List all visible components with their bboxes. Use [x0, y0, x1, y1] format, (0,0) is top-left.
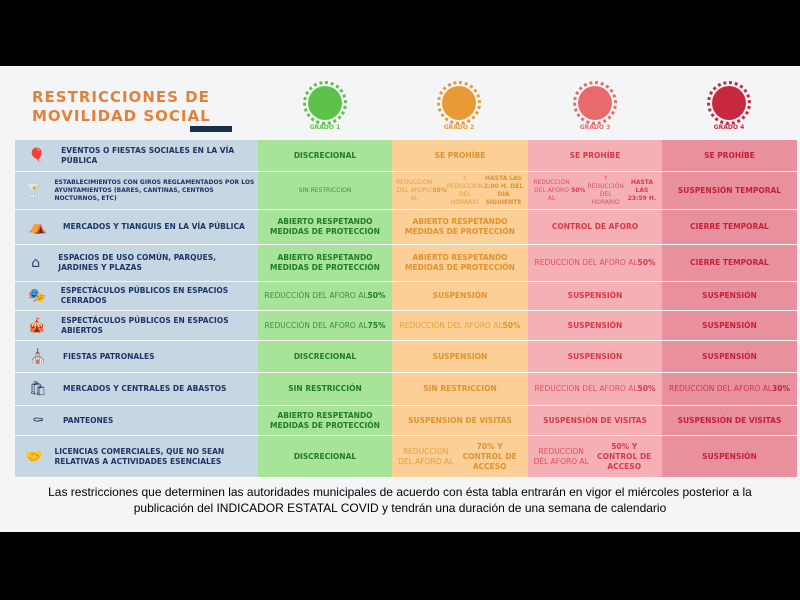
market-icon: ⛺: [29, 219, 47, 235]
cell-grado-4: SUSPENSIÓN TEMPORAL: [662, 172, 797, 209]
title-underline: [190, 126, 232, 132]
virus-icon: [573, 81, 617, 125]
virus-icon: [437, 81, 481, 125]
cell-grado-2: REDUCCIÓN DEL AFORO AL 50% Y REDUCCIÓN D…: [392, 172, 528, 209]
row-label: 🎈 EVENTOS O FIESTAS SOCIALES EN LA VÍA PÚ…: [15, 140, 258, 171]
cell-grado-3: SUSPENSIÓN: [528, 341, 662, 372]
table-row: ⌂ ESPACIOS DE USO COMÚN, PARQUES, JARDINE…: [15, 245, 797, 282]
table-row: ⚰ PANTEONES ABIERTO RESPETANDO MEDIDAS DE …: [15, 406, 797, 436]
cell-grado-3: CONTROL DE AFORO: [528, 210, 662, 244]
cell-grado-4: SUSPENSIÓN: [662, 436, 797, 477]
cell-grado-2: SIN RESTRICCIÓN: [392, 373, 528, 405]
grade-header-1: GRADO 1: [258, 81, 392, 131]
virus-icon: [707, 81, 751, 125]
grade-header-4: GRADO 4: [662, 81, 796, 131]
table-row: ⛪ FIESTAS PATRONALES DISCRECIONAL SUSPENSIÓ…: [15, 341, 797, 373]
cell-grado-1: DISCRECIONAL: [258, 140, 392, 171]
shopping-bag-icon: 🛍: [29, 381, 47, 397]
cell-grado-4: CIERRE TEMPORAL: [662, 245, 797, 281]
table-row: 🎪 ESPECTÁCULOS PÚBLICOS EN ESPACIOS ABIER…: [15, 311, 797, 341]
cell-grado-3: REDUCCIÓN DEL AFORO AL 50% Y CONTROL DE …: [528, 436, 662, 477]
row-label: 🤝 LICENCIAS COMERCIALES, QUE NO SEAN RELA…: [15, 436, 258, 477]
row-label: ⛪ FIESTAS PATRONALES: [15, 341, 258, 372]
row-label: 🛍 MERCADOS Y CENTRALES DE ABASTOS: [15, 373, 258, 405]
cell-grado-3: SUSPENSIÓN: [528, 311, 662, 340]
table-row: ⛺ MERCADOS Y TIANGUIS EN LA VÍA PÚBLICA AB…: [15, 210, 797, 245]
cell-grado-2: ABIERTO RESPETANDO MEDIDAS DE PROTECCIÓN: [392, 245, 528, 281]
row-label: 🎭 ESPECTÁCULOS PÚBLICOS EN ESPACIOS CERRA…: [15, 282, 258, 310]
cell-grado-1: DISCRECIONAL: [258, 436, 392, 477]
theater-icon: 🎭: [28, 288, 46, 304]
cell-grado-4: SE PROHÍBE: [662, 140, 797, 171]
cell-grado-4: SUSPENSIÓN: [662, 341, 797, 372]
infographic: RESTRICCIONES DE MOVILIDAD SOCIAL GRADO …: [0, 66, 800, 532]
cell-grado-2: REDUCCIÓN DEL AFORO AL 70% Y CONTROL DE …: [392, 436, 528, 477]
cell-grado-3: REDUCCIÓN DEL AFORO AL 50%: [528, 245, 662, 281]
cell-grado-1: SIN RESTRICCIÓN: [258, 373, 392, 405]
restrictions-table: 🎈 EVENTOS O FIESTAS SOCIALES EN LA VÍA PÚ…: [15, 140, 797, 478]
row-label: 🎪 ESPECTÁCULOS PÚBLICOS EN ESPACIOS ABIER…: [15, 311, 258, 340]
virus-icon: [303, 81, 347, 125]
cell-grado-1: REDUCCIÓN DEL AFORO AL 75%: [258, 311, 392, 340]
cell-grado-4: REDUCCIÓN DEL AFORO AL 30%: [662, 373, 797, 405]
grade-header-2: GRADO 2: [392, 81, 526, 131]
cell-grado-3: SUSPENSIÓN DE VISITAS: [528, 406, 662, 435]
caption: Las restricciones que determinen las aut…: [48, 485, 752, 515]
church-icon: ⛪: [29, 348, 47, 365]
cell-grado-2: SUSPENSIÓN DE VISITAS: [392, 406, 528, 435]
cell-grado-1: SIN RESTRICCIÓN: [258, 172, 392, 209]
drink-icon: 🍸: [25, 182, 43, 199]
cell-grado-4: SUSPENSIÓN DE VISITAS: [662, 406, 797, 435]
stage-icon: 🎪: [28, 317, 46, 334]
cell-grado-1: REDUCCIÓN DEL AFORO AL 50%: [258, 282, 392, 310]
park-icon: ⌂: [31, 255, 41, 271]
cell-grado-4: SUSPENSIÓN: [662, 282, 797, 310]
cell-grado-2: SUSPENSIÓN: [392, 341, 528, 372]
cell-grado-3: REDUCCIÓN DEL AFORO AL 50% Y REDUCCIÓN D…: [528, 172, 662, 209]
page-title: RESTRICCIONES DE MOVILIDAD SOCIAL: [32, 88, 211, 125]
cell-grado-4: SUSPENSIÓN: [662, 311, 797, 340]
cell-grado-2: SE PROHÍBE: [392, 140, 528, 171]
cell-grado-3: SUSPENSIÓN: [528, 282, 662, 310]
cell-grado-1: ABIERTO RESPETANDO MEDIDAS DE PROTECCIÓN: [258, 245, 392, 281]
balloons-icon: 🎈: [28, 147, 46, 164]
table-row: 🍸 ESTABLECIMIENTOS CON GIROS REGLAMENTADO…: [15, 172, 797, 210]
table-row: 🛍 MERCADOS Y CENTRALES DE ABASTOS SIN REST…: [15, 373, 797, 406]
table-row: 🤝 LICENCIAS COMERCIALES, QUE NO SEAN RELA…: [15, 436, 797, 478]
cell-grado-3: SE PROHÍBE: [528, 140, 662, 171]
cell-grado-1: DISCRECIONAL: [258, 341, 392, 372]
cell-grado-2: REDUCCIÓN DEL AFORO AL 50%: [392, 311, 528, 340]
row-label: ⛺ MERCADOS Y TIANGUIS EN LA VÍA PÚBLICA: [15, 210, 258, 244]
cell-grado-2: ABIERTO RESPETANDO MEDIDAS DE PROTECCIÓN: [392, 210, 528, 244]
handshake-icon: 🤝: [25, 448, 43, 465]
table-row: 🎈 EVENTOS O FIESTAS SOCIALES EN LA VÍA PÚ…: [15, 140, 797, 172]
cell-grado-4: CIERRE TEMPORAL: [662, 210, 797, 244]
cell-grado-1: ABIERTO RESPETANDO MEDIDAS DE PROTECCIÓN: [258, 210, 392, 244]
grade-header-3: GRADO 3: [528, 81, 662, 131]
cell-grado-2: SUSPENSIÓN: [392, 282, 528, 310]
cell-grado-1: ABIERTO RESPETANDO MEDIDAS DE PROTECCIÓN: [258, 406, 392, 435]
tomb-icon: ⚰: [32, 412, 44, 429]
row-label: ⌂ ESPACIOS DE USO COMÚN, PARQUES, JARDINE…: [15, 245, 258, 281]
table-row: 🎭 ESPECTÁCULOS PÚBLICOS EN ESPACIOS CERRA…: [15, 282, 797, 311]
cell-grado-3: REDUCCIÓN DEL AFORO AL 50%: [528, 373, 662, 405]
row-label: ⚰ PANTEONES: [15, 406, 258, 435]
row-label: 🍸 ESTABLECIMIENTOS CON GIROS REGLAMENTADO…: [15, 172, 258, 209]
